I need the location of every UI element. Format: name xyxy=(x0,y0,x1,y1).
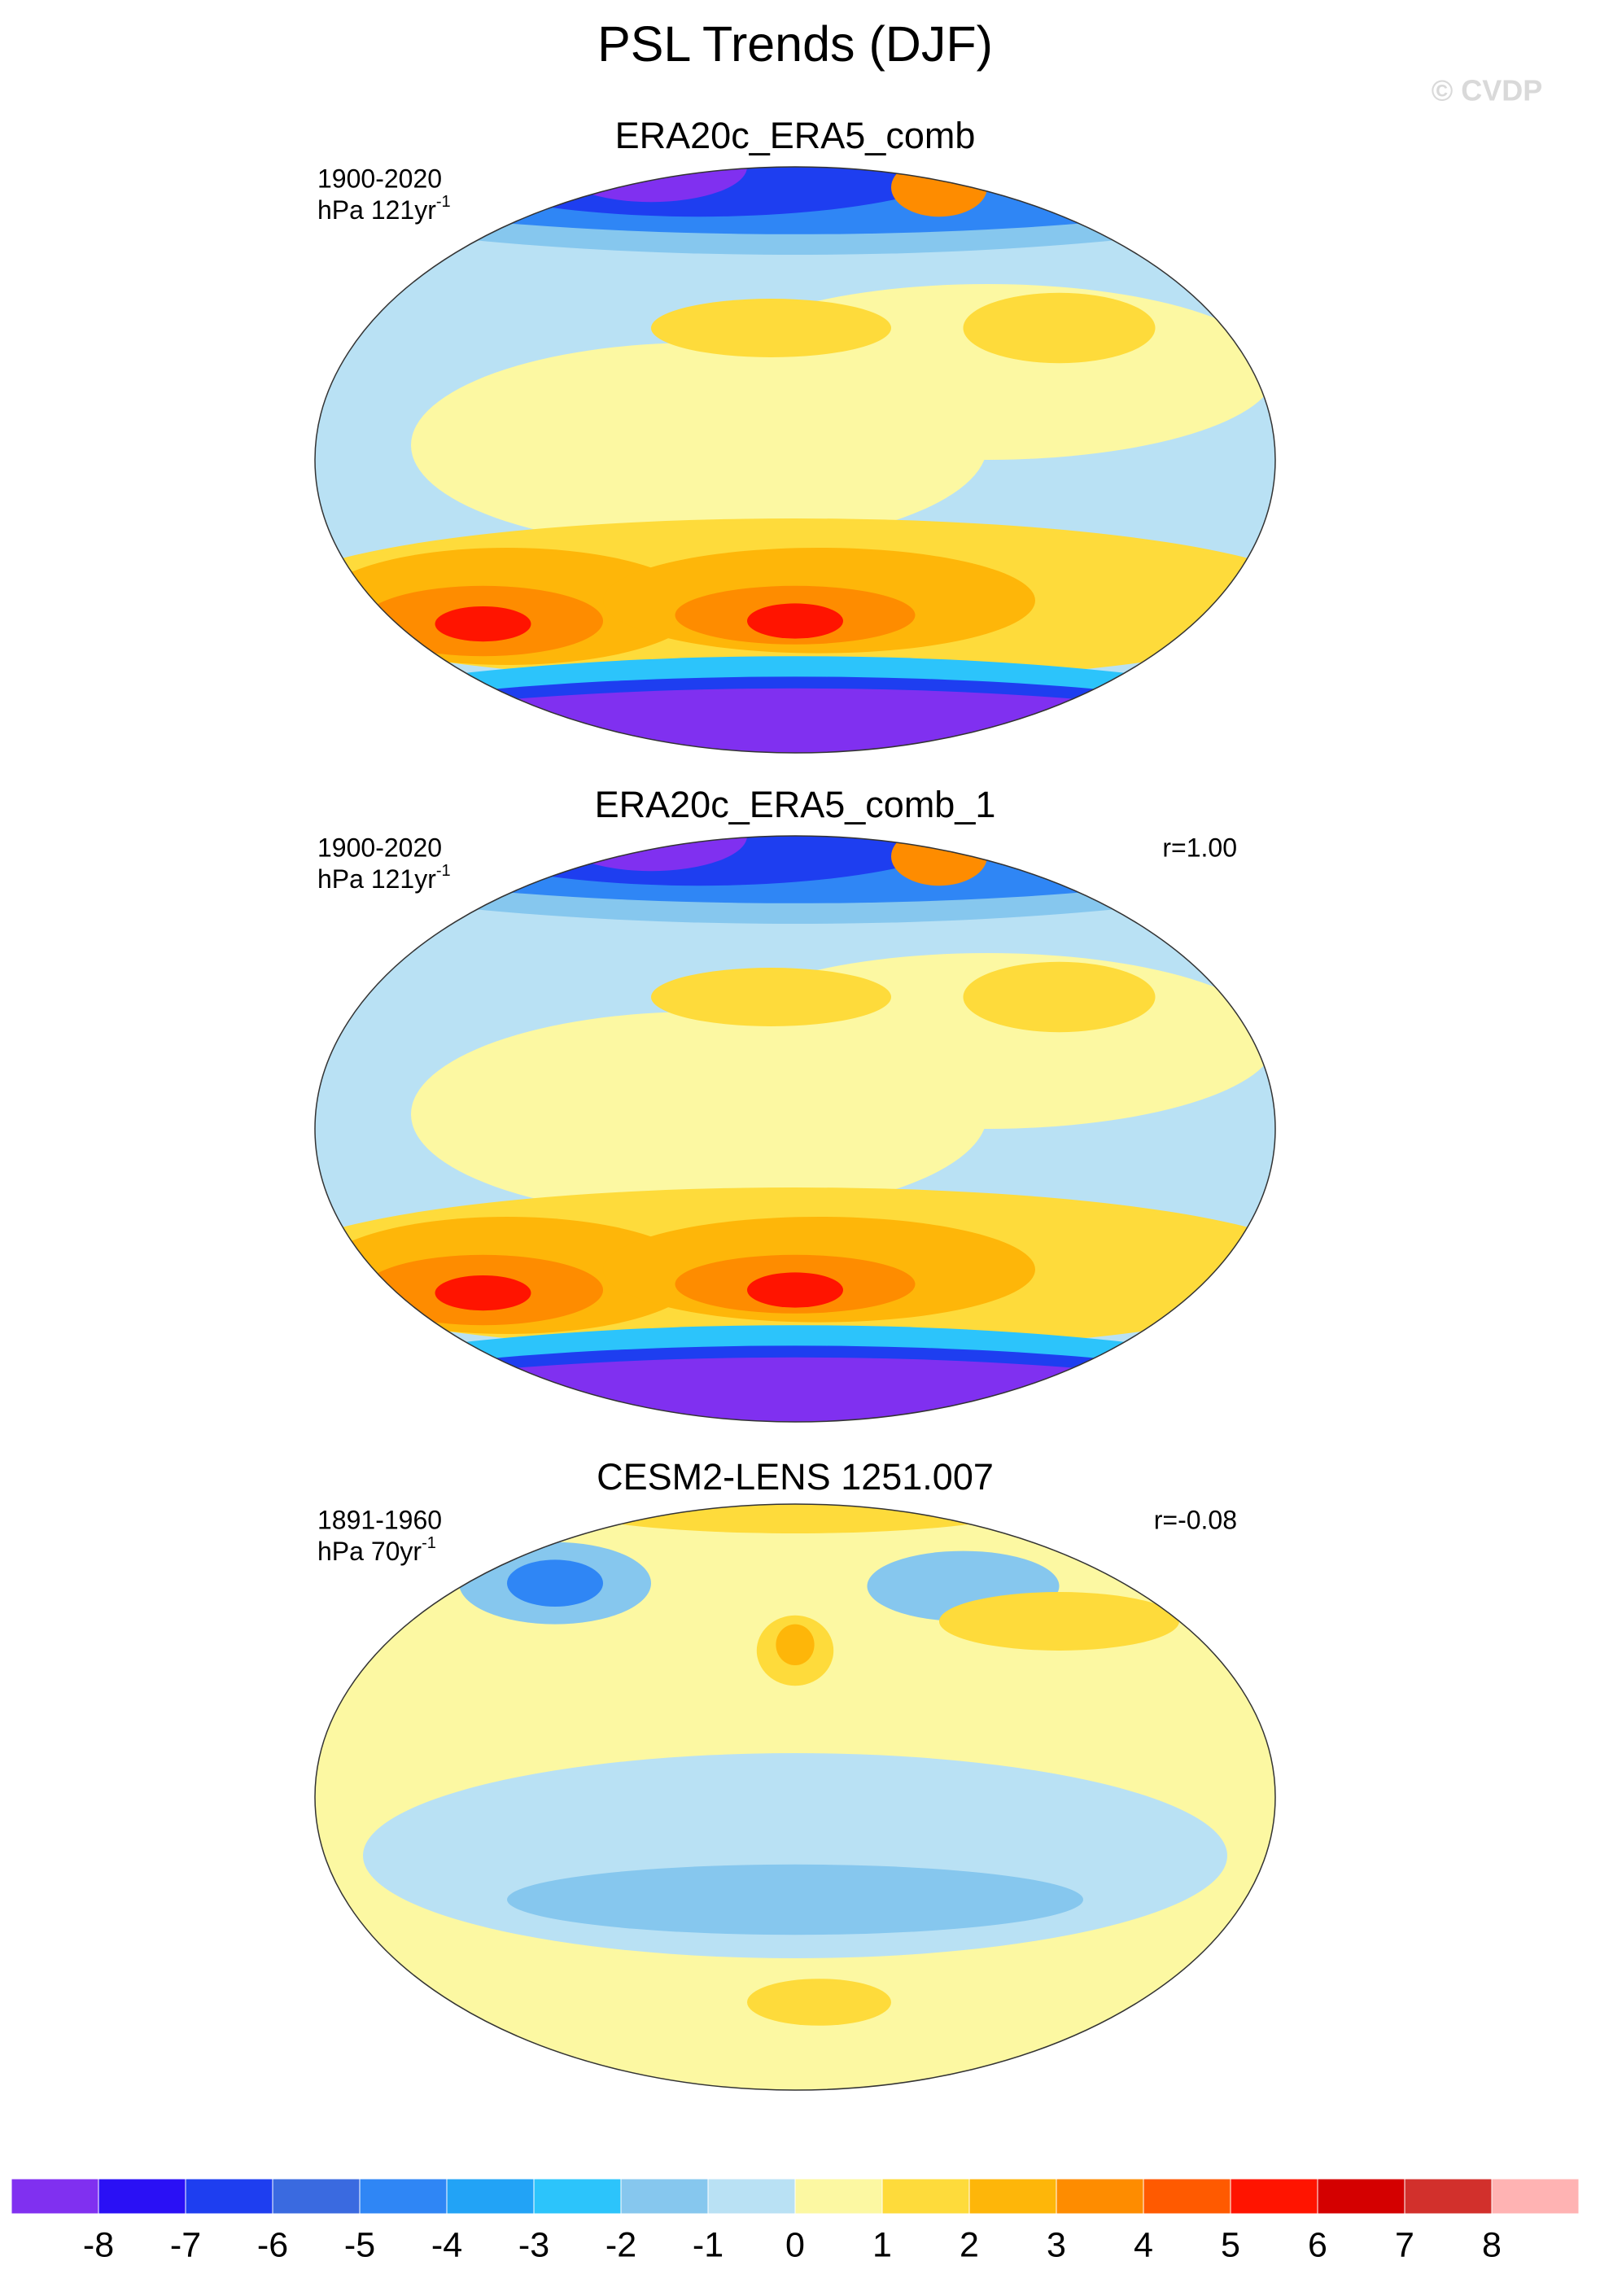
colorbar-swatch xyxy=(533,2178,622,2215)
units: hPa 121yr-1 xyxy=(317,862,451,894)
colorbar-swatch xyxy=(1317,2178,1405,2215)
colorbar-tick-label: 7 xyxy=(1395,2225,1414,2264)
field-region xyxy=(939,1592,1179,1651)
field-region xyxy=(776,1624,815,1666)
field-region xyxy=(435,606,531,642)
panel-title: ERA20c_ERA5_comb_1 xyxy=(595,784,996,825)
colorbar-tick-label: 5 xyxy=(1221,2225,1240,2264)
units-text: hPa 70yr xyxy=(317,1537,422,1566)
colorbar-swatch xyxy=(1056,2178,1144,2215)
colorbar-tick-label: -4 xyxy=(431,2225,462,2264)
map xyxy=(315,1504,1275,2090)
field-region xyxy=(963,961,1156,1033)
colorbar-tick-label: 0 xyxy=(785,2225,805,2264)
field-region xyxy=(555,1504,1035,1533)
colorbar-tick-label: 6 xyxy=(1308,2225,1327,2264)
field-region xyxy=(507,1864,1083,1935)
colorbar-tick-label: 2 xyxy=(960,2225,979,2264)
colorbar-tick-label: 8 xyxy=(1482,2225,1502,2264)
colorbar-swatch xyxy=(446,2178,535,2215)
units-exponent: -1 xyxy=(436,193,451,211)
watermark: © CVDP xyxy=(1432,74,1543,107)
field-region xyxy=(651,968,891,1026)
panel-title: ERA20c_ERA5_comb xyxy=(615,115,976,156)
units: hPa 70yr-1 xyxy=(317,1534,436,1566)
colorbar-swatch xyxy=(272,2178,361,2215)
colorbar-tick-label: -8 xyxy=(83,2225,114,2264)
colorbar-swatch xyxy=(1143,2178,1231,2215)
correlation: r=-0.08 xyxy=(1154,1505,1237,1534)
field-region xyxy=(747,603,843,639)
field-region xyxy=(507,1559,603,1607)
field-region xyxy=(651,299,891,357)
colorbar-tick-label: 4 xyxy=(1134,2225,1153,2264)
colorbar-tick-label: -3 xyxy=(518,2225,549,2264)
colorbar-tick-label: -6 xyxy=(257,2225,288,2264)
units-text: hPa 121yr xyxy=(317,195,436,225)
colorbar-swatch xyxy=(185,2178,273,2215)
colorbar-tick-label: 1 xyxy=(872,2225,892,2264)
colorbar-tick-label: -1 xyxy=(693,2225,723,2264)
colorbar-swatch xyxy=(707,2178,796,2215)
period: 1900-2020 xyxy=(317,833,442,862)
field-region xyxy=(963,292,1156,364)
colorbar-tick-label: -7 xyxy=(170,2225,201,2264)
colorbar-swatch xyxy=(968,2178,1057,2215)
colorbar-tick-label: -5 xyxy=(344,2225,375,2264)
map-border xyxy=(314,835,1276,1423)
figure-title: PSL Trends (DJF) xyxy=(597,16,993,72)
units: hPa 121yr-1 xyxy=(317,193,451,225)
units-text: hPa 121yr xyxy=(317,864,436,894)
colorbar-swatch xyxy=(11,2178,99,2215)
colorbar-swatch xyxy=(794,2178,883,2215)
period: 1891-1960 xyxy=(317,1505,442,1534)
field-region xyxy=(747,1272,843,1308)
map-border xyxy=(314,166,1276,754)
colorbar-swatch xyxy=(881,2178,970,2215)
units-exponent: -1 xyxy=(422,1534,436,1552)
field-region xyxy=(747,1979,891,2026)
colorbar-tick-label: 3 xyxy=(1047,2225,1066,2264)
colorbar-swatch xyxy=(359,2178,448,2215)
colorbar-swatch xyxy=(620,2178,709,2215)
colorbar-tick-label: -2 xyxy=(605,2225,636,2264)
correlation: r=1.00 xyxy=(1162,833,1237,862)
colorbar-swatch xyxy=(1404,2178,1493,2215)
colorbar-swatch xyxy=(98,2178,186,2215)
panel-title: CESM2-LENS 1251.007 xyxy=(597,1456,994,1498)
period: 1900-2020 xyxy=(317,164,442,193)
units-exponent: -1 xyxy=(436,862,451,880)
field-region xyxy=(435,1275,531,1311)
colorbar-swatch xyxy=(1491,2178,1580,2215)
colorbar-swatch xyxy=(1230,2178,1318,2215)
map-border xyxy=(314,1503,1276,2091)
